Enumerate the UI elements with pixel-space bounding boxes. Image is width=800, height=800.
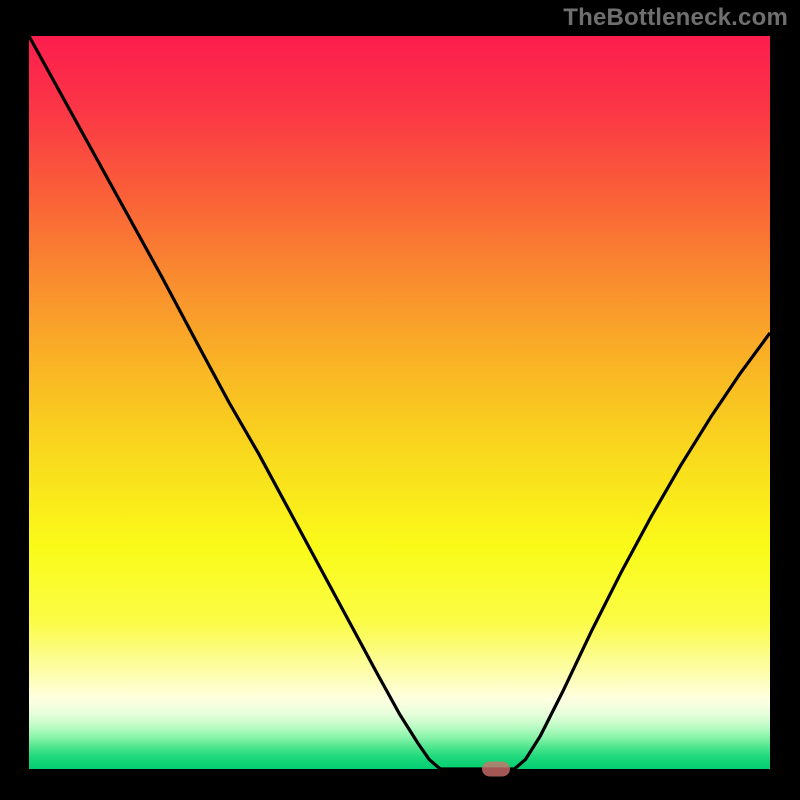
bottleneck-curve [29, 36, 770, 769]
stage: TheBottleneck.com [0, 0, 800, 800]
optimal-marker [482, 762, 510, 777]
chart-plot-area [29, 36, 770, 769]
curve-path [29, 36, 770, 769]
watermark-text: TheBottleneck.com [563, 4, 788, 32]
